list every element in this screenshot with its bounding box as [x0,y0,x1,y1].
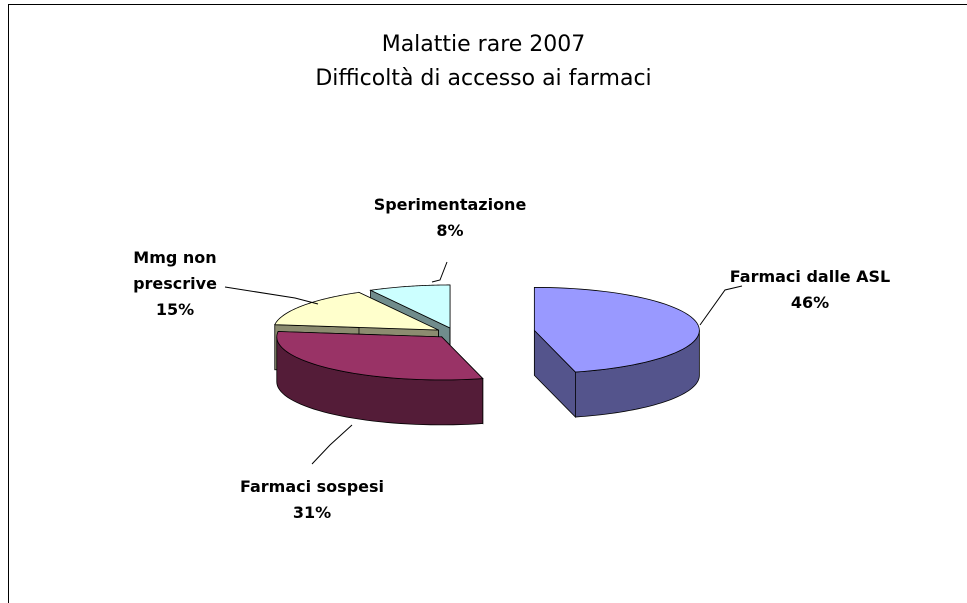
leader-line [311,424,353,465]
value-label: 15% [155,300,195,319]
slice-label: Sperimentazione 8% [340,192,560,244]
slice [533,286,700,419]
category-label: Sperimentazione [373,195,527,214]
chart-title: Malattie rare 2007 [381,32,586,57]
leader-line [699,285,743,326]
leader-line [431,261,448,283]
value-label: 46% [790,293,830,312]
pie-slice [533,286,700,373]
pie-slice [274,291,439,331]
chart-subtitle: Difficoltà di accesso ai farmaci [315,66,652,91]
chart-frame [8,4,967,603]
value-label: 8% [436,221,464,240]
category-label: Farmaci dalle ASL [729,267,891,286]
leader-lines [224,261,743,465]
category-label: Mmg non prescrive [133,248,217,293]
category-label: Farmaci sospesi [239,477,385,496]
value-label: 31% [292,503,332,522]
slice-label: Farmaci sospesi 31% [200,474,424,526]
slice-label: Farmaci dalle ASL 46% [700,264,920,316]
pie-slice [276,331,484,381]
slice [276,331,484,426]
pie-slice [369,284,451,329]
slice-label: Mmg non prescrive 15% [125,245,225,323]
pie [274,284,700,426]
leader-line [224,286,319,305]
